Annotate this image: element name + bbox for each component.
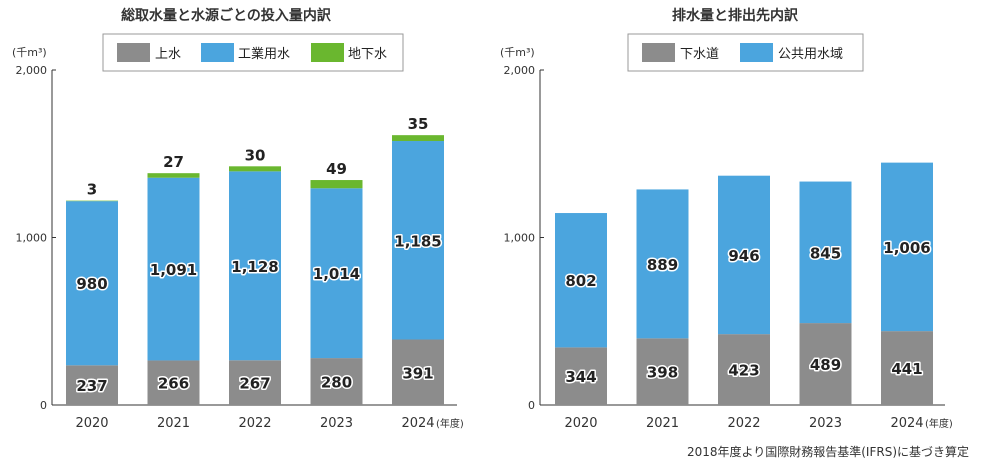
- data-label: 267: [239, 375, 270, 393]
- y-tick-label: 2,000: [504, 64, 536, 77]
- data-label: 30: [245, 146, 266, 164]
- bar-segment: [229, 171, 281, 361]
- x-tick-label: 2020: [564, 416, 597, 431]
- y-unit: (千m³): [500, 46, 535, 59]
- legend-label: 工業用水: [238, 46, 290, 62]
- data-label: 237: [76, 377, 107, 395]
- bar-segment: [881, 331, 933, 405]
- x-tick-label: 2024: [890, 416, 923, 431]
- legend: 上水 工業用水 地下水: [102, 33, 404, 72]
- bar-segment: [636, 338, 689, 405]
- data-label: 1,014: [313, 265, 360, 283]
- x-tick-label: 2023: [809, 416, 842, 431]
- legend-label: 公共用水域: [778, 47, 843, 62]
- data-label: 344: [565, 368, 596, 386]
- data-label: 49: [326, 160, 347, 178]
- data-label: 398: [647, 364, 678, 382]
- data-label: 3: [87, 181, 97, 199]
- x-tick-label: 2020: [75, 416, 108, 431]
- legend-label: 下水道: [680, 47, 719, 62]
- data-label: 1,091: [150, 261, 197, 279]
- data-label: 980: [76, 275, 107, 293]
- x-tick-label: 2023: [320, 416, 353, 431]
- bar-segment: [310, 188, 363, 359]
- data-label: 35: [408, 115, 429, 133]
- chart-title: 排水量と排出先内訳: [672, 7, 799, 24]
- y-unit: (千m³): [12, 46, 47, 59]
- legend-swatch: [642, 43, 675, 62]
- x-tick-label: 2021: [646, 416, 679, 431]
- y-tick-label: 0: [528, 399, 535, 412]
- data-label: 889: [647, 256, 678, 274]
- x-unit: (年度): [436, 417, 464, 430]
- data-label: 280: [321, 374, 352, 392]
- data-label: 489: [810, 356, 841, 374]
- legend: 下水道 公共用水域: [627, 33, 864, 72]
- chart-title: 総取水量と水源ごとの投入量内訳: [121, 7, 332, 24]
- bar-segment: [147, 177, 200, 361]
- legend-label: 地下水: [348, 47, 387, 62]
- bar-segment: [718, 175, 770, 335]
- bar-segment: [229, 360, 281, 405]
- data-label: 391: [402, 364, 433, 382]
- x-tick-label: 2024: [401, 416, 434, 431]
- data-label: 845: [810, 244, 841, 262]
- y-tick-label: 1,000: [504, 232, 536, 245]
- bar-segment: [147, 360, 200, 405]
- bar-segment: [310, 358, 363, 405]
- y-tick-label: 0: [40, 399, 47, 412]
- data-label: 802: [565, 272, 596, 290]
- legend-swatch: [311, 43, 344, 62]
- bar-segment: [555, 213, 607, 348]
- y-tick-label: 2,000: [16, 64, 48, 77]
- bar-segment: [66, 365, 118, 405]
- bar-segment: [881, 162, 933, 332]
- data-label: 441: [891, 360, 922, 378]
- bar-segment: [310, 180, 363, 189]
- data-label: 1,006: [883, 239, 930, 257]
- data-label: 1,185: [394, 232, 441, 250]
- bar-segment: [392, 135, 444, 142]
- x-tick-label: 2022: [727, 416, 760, 431]
- bar-segment: [718, 334, 770, 405]
- footnote: 2018年度より国際財務報告基準(IFRS)に基づき算定: [687, 444, 969, 459]
- legend-swatch: [117, 43, 150, 62]
- x-tick-label: 2021: [157, 416, 190, 431]
- bar-segment: [799, 181, 852, 324]
- bar-segment: [636, 189, 689, 339]
- bar-segment: [229, 166, 281, 172]
- bar-segment: [66, 200, 118, 202]
- bar-segment: [147, 173, 200, 178]
- data-label: 946: [728, 247, 759, 265]
- legend-swatch: [740, 43, 773, 62]
- bar-segment: [392, 141, 444, 340]
- legend-swatch: [201, 43, 234, 62]
- data-label: 1,128: [231, 258, 278, 276]
- x-tick-label: 2022: [238, 416, 271, 431]
- data-label: 423: [728, 362, 759, 380]
- bar-segment: [66, 201, 118, 366]
- data-label: 27: [163, 153, 184, 171]
- bar-segment: [799, 323, 852, 405]
- bar-segment: [555, 347, 607, 405]
- y-tick-label: 1,000: [16, 232, 48, 245]
- legend-label: 上水: [155, 47, 181, 62]
- x-unit: (年度): [925, 417, 953, 430]
- bar-segment: [392, 339, 444, 405]
- data-label: 266: [158, 375, 189, 393]
